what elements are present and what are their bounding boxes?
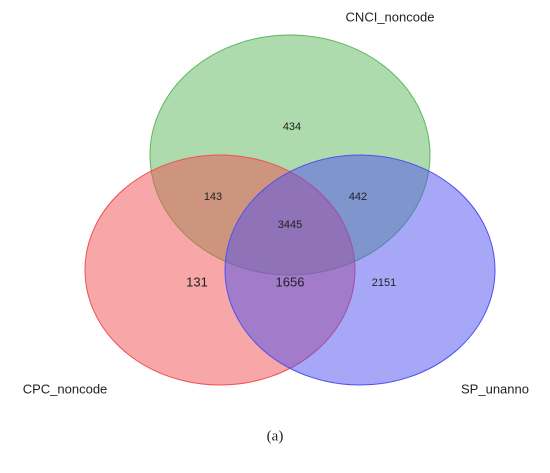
set-circle bbox=[224, 154, 496, 386]
region-count: 1656 bbox=[276, 274, 305, 289]
set-label: SP_unanno bbox=[461, 381, 529, 396]
region-count: 442 bbox=[349, 191, 367, 203]
set-label: CNCI_noncode bbox=[346, 9, 435, 24]
region-count: 3445 bbox=[278, 219, 302, 231]
region-count: 143 bbox=[204, 191, 222, 203]
region-count: 2151 bbox=[372, 277, 396, 289]
set-label: CPC_noncode bbox=[23, 381, 108, 396]
region-count: 434 bbox=[283, 121, 301, 133]
caption: (a) bbox=[267, 428, 284, 444]
region-count: 131 bbox=[186, 274, 208, 289]
